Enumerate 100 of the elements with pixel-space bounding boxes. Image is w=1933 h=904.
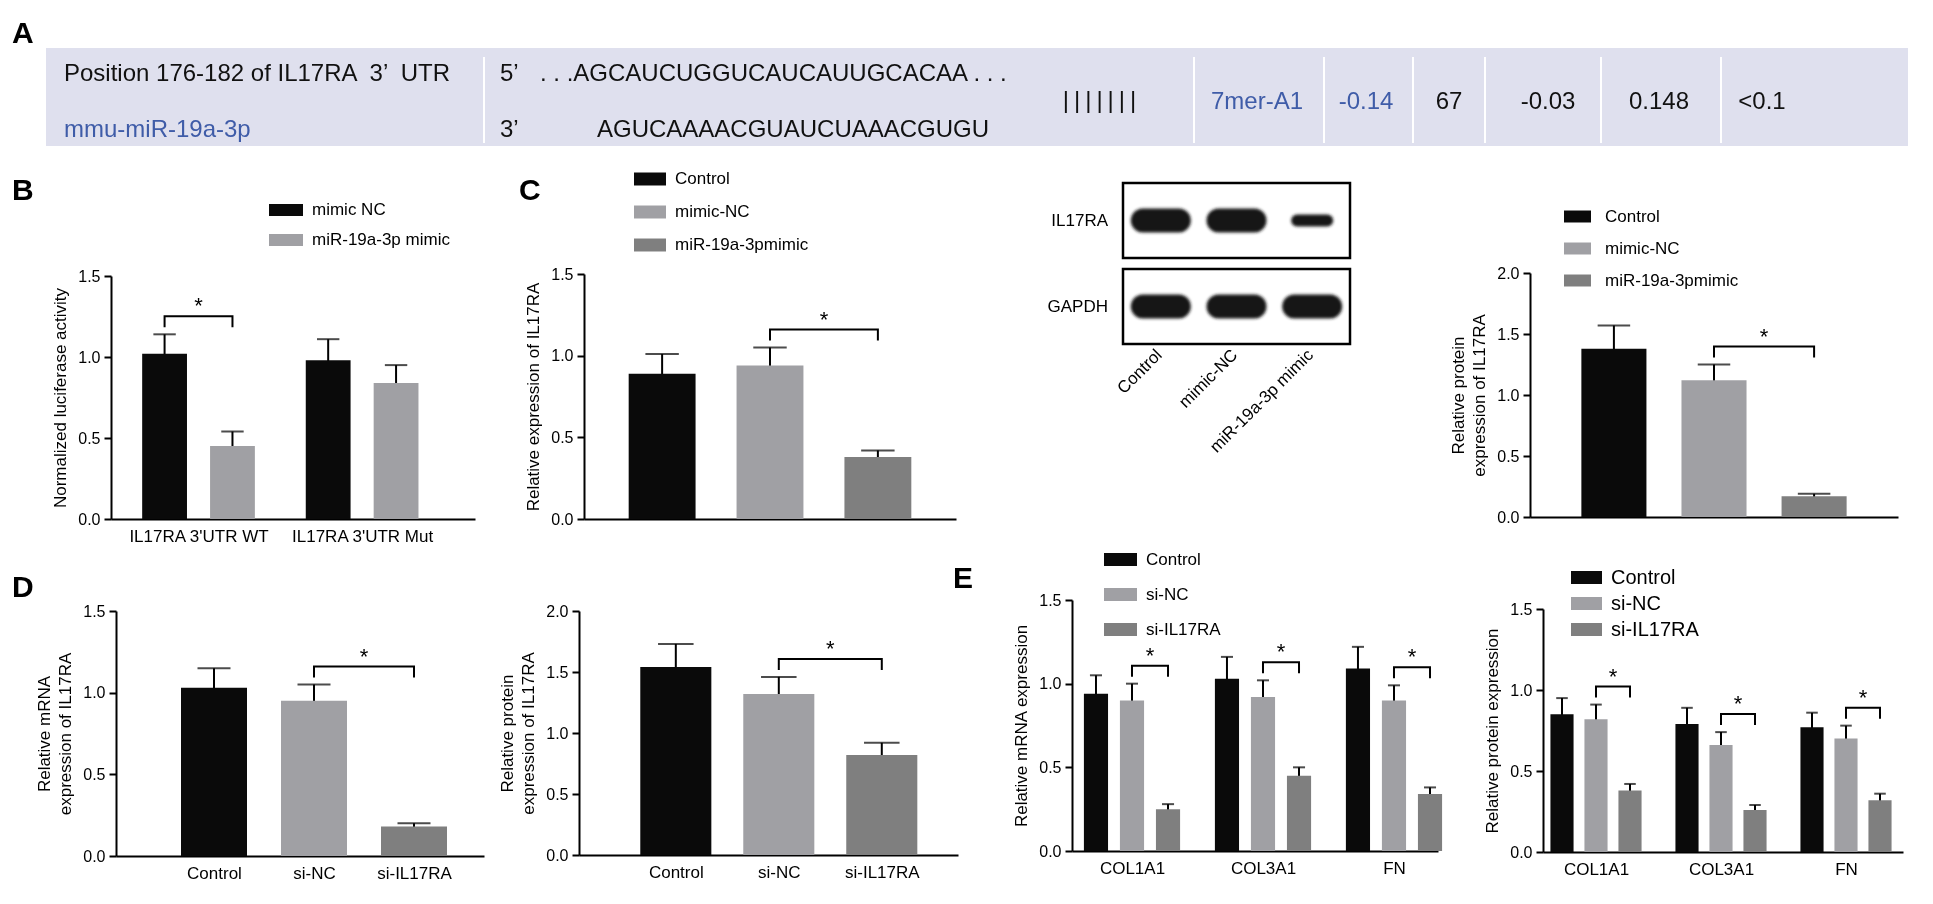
bar bbox=[210, 446, 255, 519]
legend-label: Control bbox=[1611, 565, 1676, 588]
y-tick-label: 1.5 bbox=[546, 663, 569, 681]
text: mmu-miR-19a-3p bbox=[64, 115, 251, 142]
legend-label: miR-19a-3p mimic bbox=[312, 230, 451, 249]
y-tick-label: 1.5 bbox=[551, 265, 574, 283]
y-tick-label: 1.0 bbox=[1497, 386, 1520, 404]
text: . . .AGCAUCUGGUCAUCAUUGCACAA . . . bbox=[540, 59, 1007, 86]
bar bbox=[846, 754, 918, 855]
bar bbox=[1119, 700, 1145, 851]
text: A bbox=[12, 16, 34, 49]
legend-label: miR-19a-3pmimic bbox=[1605, 270, 1739, 290]
legend-label: si-NC bbox=[1611, 591, 1661, 614]
y-tick-label: 1.0 bbox=[1039, 675, 1062, 693]
annotation: * bbox=[1858, 684, 1868, 710]
legend-label: Control bbox=[1605, 206, 1660, 226]
y-axis-title: Relative protein expression bbox=[1483, 628, 1503, 834]
bar bbox=[373, 382, 419, 519]
x-tick-label: Control bbox=[648, 862, 704, 882]
y-axis-title: Relative mRNA expression bbox=[1012, 624, 1032, 828]
x-tick-label: COL1A1 bbox=[1563, 859, 1630, 879]
x-tick-label: si-NC bbox=[293, 863, 336, 883]
annotation: * bbox=[1276, 639, 1286, 665]
text: 0.148 bbox=[1628, 87, 1690, 114]
y-axis-title: Relative expression of IL17RA bbox=[524, 282, 544, 512]
text: 3’ bbox=[500, 115, 519, 142]
y-tick-label: 1.0 bbox=[551, 347, 574, 365]
y-tick-label: 0.5 bbox=[1510, 762, 1533, 780]
x-tick-label: COL3A1 bbox=[1230, 858, 1297, 878]
y-tick-label: 0.0 bbox=[1497, 508, 1520, 526]
y-tick-label: 2.0 bbox=[546, 602, 569, 620]
annotation: * bbox=[819, 306, 829, 332]
x-tick-label: Control bbox=[187, 863, 242, 883]
x-tick-label: COL3A1 bbox=[1688, 859, 1755, 879]
bar bbox=[281, 700, 347, 856]
annotation: * bbox=[1145, 642, 1155, 668]
y-axis-title: Normalized luciferase activity bbox=[51, 287, 71, 509]
text: 5’ bbox=[500, 59, 519, 86]
legend-label: Control bbox=[1146, 549, 1201, 569]
x-tick-label: COL1A1 bbox=[1099, 858, 1166, 878]
bar bbox=[1381, 700, 1407, 851]
x-tick-label: si-IL17RA bbox=[377, 863, 453, 883]
y-tick-label: 1.5 bbox=[1510, 600, 1533, 618]
y-tick-label: 0.0 bbox=[551, 510, 574, 528]
y-axis-title: Relative protein expression of IL17RA bbox=[1449, 313, 1490, 477]
text: -0.14 bbox=[1338, 87, 1394, 114]
bar bbox=[1868, 800, 1892, 852]
y-tick-label: 0.0 bbox=[546, 846, 569, 864]
y-tick-label: 1.5 bbox=[1039, 591, 1062, 609]
y-tick-label: 2.0 bbox=[1497, 264, 1520, 282]
annotation: * bbox=[1733, 691, 1743, 717]
legend-label: mimic NC bbox=[312, 200, 386, 219]
bar bbox=[1743, 809, 1767, 852]
chart-title: C bbox=[519, 173, 541, 206]
x-tick-label: FN bbox=[1383, 858, 1406, 878]
y-tick-label: 0.0 bbox=[1039, 842, 1062, 860]
y-tick-label: 1.0 bbox=[83, 684, 106, 702]
y-tick-label: 0.0 bbox=[83, 847, 106, 865]
bar bbox=[1584, 719, 1608, 852]
bar bbox=[1834, 738, 1858, 852]
bar bbox=[1681, 380, 1747, 517]
text: -0.03 bbox=[1520, 87, 1576, 114]
text: 7mer-A1 bbox=[1210, 87, 1304, 114]
x-tick-label: si-NC bbox=[758, 862, 801, 882]
text: 67 bbox=[1435, 87, 1463, 114]
text: <0.1 bbox=[1738, 87, 1786, 114]
bar bbox=[743, 693, 815, 855]
y-tick-label: 0.5 bbox=[551, 428, 574, 446]
chart-title: E bbox=[953, 561, 974, 594]
y-tick-label: 0.5 bbox=[78, 429, 101, 447]
annotation: * bbox=[1608, 663, 1618, 689]
chart-title: D bbox=[12, 570, 34, 603]
y-tick-label: 0.5 bbox=[1039, 758, 1062, 776]
bar bbox=[1286, 775, 1312, 851]
bar bbox=[1417, 794, 1443, 851]
bar bbox=[1155, 809, 1181, 851]
category-label: GAPDH bbox=[1047, 297, 1108, 316]
y-axis-title: Relative mRNA expression of IL17RA bbox=[35, 652, 76, 816]
bar bbox=[1709, 745, 1733, 852]
annotation: * bbox=[826, 635, 836, 661]
legend-label: si-IL17RA bbox=[1146, 619, 1222, 639]
legend-label: mimic-NC bbox=[1605, 238, 1680, 258]
bar bbox=[1618, 790, 1642, 852]
legend-label: Control bbox=[675, 169, 730, 188]
y-tick-label: 0.5 bbox=[83, 765, 106, 783]
text: AGUCAAAACGUAUCUAAACGUGU bbox=[597, 115, 990, 142]
y-tick-label: 1.5 bbox=[78, 267, 101, 285]
y-tick-label: 0.5 bbox=[546, 785, 569, 803]
x-tick-label: FN bbox=[1835, 859, 1858, 879]
legend-label: si-NC bbox=[1146, 584, 1189, 604]
text: ||||||| bbox=[1062, 86, 1142, 113]
x-tick-label: IL17RA 3'UTR Mut bbox=[292, 526, 434, 546]
y-tick-label: 1.5 bbox=[1497, 325, 1520, 343]
legend-label: mimic-NC bbox=[675, 202, 750, 221]
annotation: * bbox=[359, 643, 369, 669]
category-label: IL17RA bbox=[1051, 211, 1108, 230]
x-tick-label: si-IL17RA bbox=[844, 862, 921, 882]
y-tick-label: 1.0 bbox=[546, 724, 569, 742]
annotation: * bbox=[194, 293, 204, 319]
bar bbox=[844, 456, 912, 519]
